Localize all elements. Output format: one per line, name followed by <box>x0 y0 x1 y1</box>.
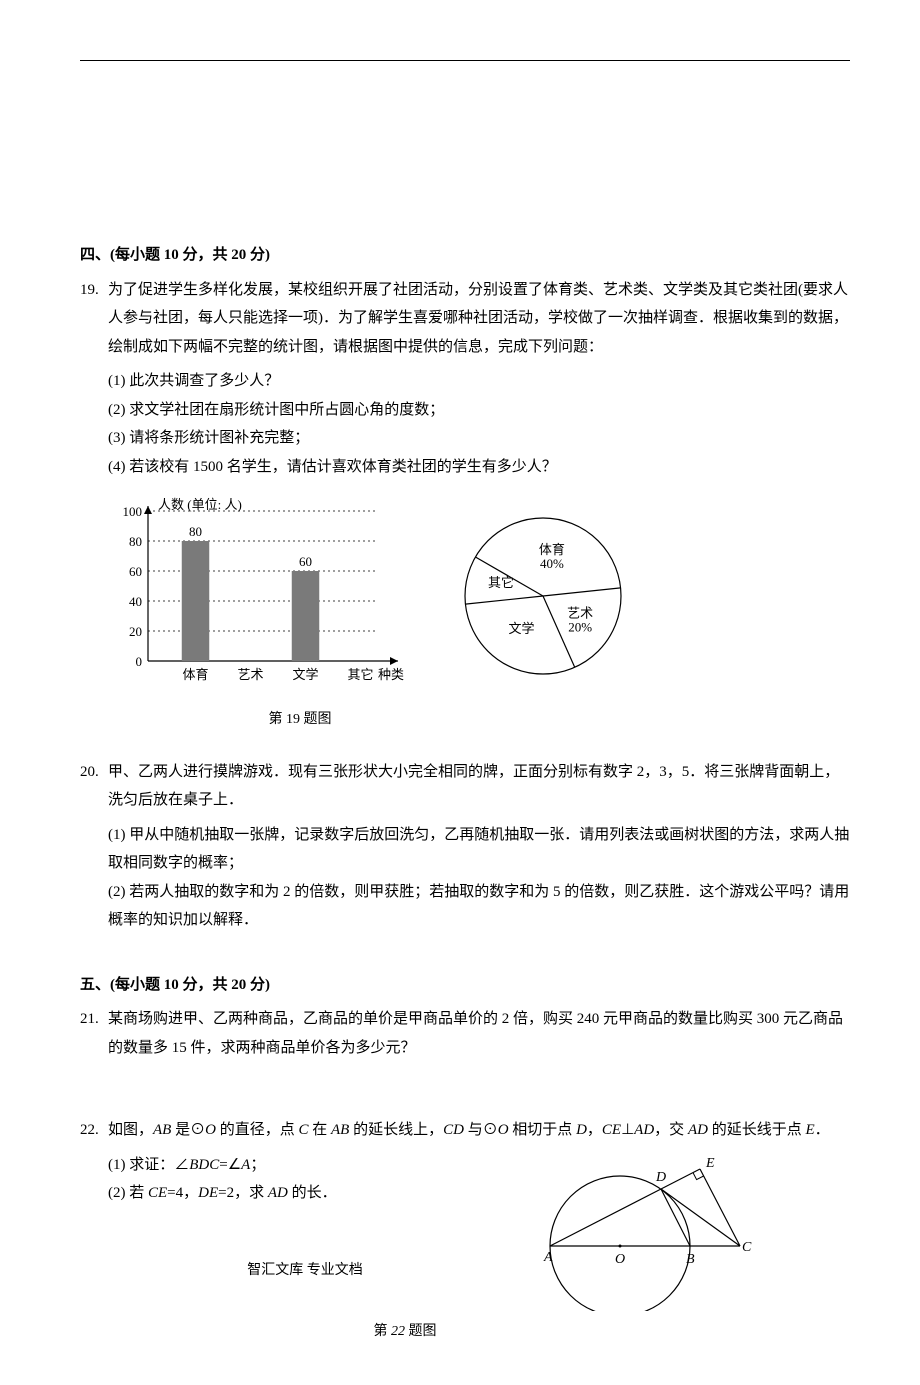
q21-text: 某商场购进甲、乙两种商品，乙商品的单价是甲商品单价的 2 倍，购买 240 元甲… <box>108 1005 850 1062</box>
q19-figures: 人数 (单位: 人) 种类 020406080100 8060 体育艺术文学其它… <box>108 491 850 701</box>
svg-text:80: 80 <box>129 534 142 549</box>
svg-text:E: E <box>705 1156 715 1171</box>
svg-text:C: C <box>742 1240 752 1255</box>
q20-num: 20. <box>80 758 108 815</box>
q22-caption: 第 22 题图 <box>80 1319 730 1346</box>
q22-figure: A O B C D E <box>530 1151 770 1311</box>
svg-text:艺术: 艺术 <box>567 605 593 620</box>
q19-caption: 第 19 题图 <box>200 707 400 734</box>
q22-intro: 如图，AB 是⊙O 的直径，点 C 在 AB 的延长线上，CD 与⊙O 相切于点… <box>108 1116 850 1145</box>
svg-text:艺术: 艺术 <box>237 667 263 682</box>
svg-text:O: O <box>615 1252 625 1267</box>
svg-text:60: 60 <box>129 564 142 579</box>
svg-text:人数 (单位: 人): 人数 (单位: 人) <box>158 497 242 512</box>
svg-text:0: 0 <box>136 654 143 669</box>
svg-text:40%: 40% <box>540 556 564 571</box>
svg-text:20%: 20% <box>568 619 592 634</box>
svg-text:60: 60 <box>299 554 312 569</box>
q22-p2: (2) 若 CE=4，DE=2，求 AD 的长． <box>80 1179 530 1208</box>
svg-text:文学: 文学 <box>509 621 535 636</box>
svg-text:文学: 文学 <box>292 667 318 682</box>
svg-text:D: D <box>655 1170 666 1185</box>
svg-text:80: 80 <box>189 524 202 539</box>
svg-text:20: 20 <box>129 624 142 639</box>
q19-intro: 为了促进学生多样化发展，某校组织开展了社团活动，分别设置了体育类、艺术类、文学类… <box>108 276 850 362</box>
q19-p2: (2) 求文学社团在扇形统计图中所占圆心角的度数； <box>80 396 850 425</box>
q21: 21. 某商场购进甲、乙两种商品，乙商品的单价是甲商品单价的 2 倍，购买 24… <box>80 1005 850 1062</box>
section5-title: 五、(每小题 10 分，共 20 分) <box>80 971 850 1000</box>
svg-text:B: B <box>686 1252 695 1267</box>
section4-title: 四、(每小题 10 分，共 20 分) <box>80 241 850 270</box>
footer: 智汇文库 专业文档 <box>80 1258 530 1285</box>
q19-p1: (1) 此次共调查了多少人？ <box>80 367 850 396</box>
svg-text:体育: 体育 <box>539 542 565 557</box>
svg-text:100: 100 <box>123 504 143 519</box>
q19-pie-chart: 体育40% 艺术20% 文学 其它 <box>448 501 638 691</box>
svg-text:种类: 种类 <box>378 667 404 682</box>
q22-p1: (1) 求证：∠BDC=∠A； <box>80 1151 530 1180</box>
q19-p3: (3) 请将条形统计图补充完整； <box>80 424 850 453</box>
svg-text:A: A <box>543 1250 553 1265</box>
q20: 20. 甲、乙两人进行摸牌游戏．现有三张形状大小完全相同的牌，正面分别标有数字 … <box>80 758 850 815</box>
q22: 22. 如图，AB 是⊙O 的直径，点 C 在 AB 的延长线上，CD 与⊙O … <box>80 1116 850 1145</box>
q20-p2: (2) 若两人抽取的数字和为 2 的倍数，则甲获胜；若抽取的数字和为 5 的倍数… <box>80 878 850 935</box>
q22-num: 22. <box>80 1116 108 1145</box>
q19: 19. 为了促进学生多样化发展，某校组织开展了社团活动，分别设置了体育类、艺术类… <box>80 276 850 362</box>
svg-text:其它: 其它 <box>347 667 373 682</box>
q19-p4: (4) 若该校有 1500 名学生，请估计喜欢体育类社团的学生有多少人？ <box>80 453 850 482</box>
svg-text:体育: 体育 <box>182 667 208 682</box>
q19-num: 19. <box>80 276 108 362</box>
q19-bar-chart: 人数 (单位: 人) 种类 0 20 40 60 80 100 80 60 体育 艺术 文学 其它 <box>108 491 418 701</box>
svg-text:其它: 其它 <box>488 575 514 590</box>
q21-num: 21. <box>80 1005 108 1062</box>
q20-intro: 甲、乙两人进行摸牌游戏．现有三张形状大小完全相同的牌，正面分别标有数字 2，3，… <box>108 758 850 815</box>
svg-text:40: 40 <box>129 594 142 609</box>
q20-p1: (1) 甲从中随机抽取一张牌，记录数字后放回洗匀，乙再随机抽取一张．请用列表法或… <box>80 821 850 878</box>
